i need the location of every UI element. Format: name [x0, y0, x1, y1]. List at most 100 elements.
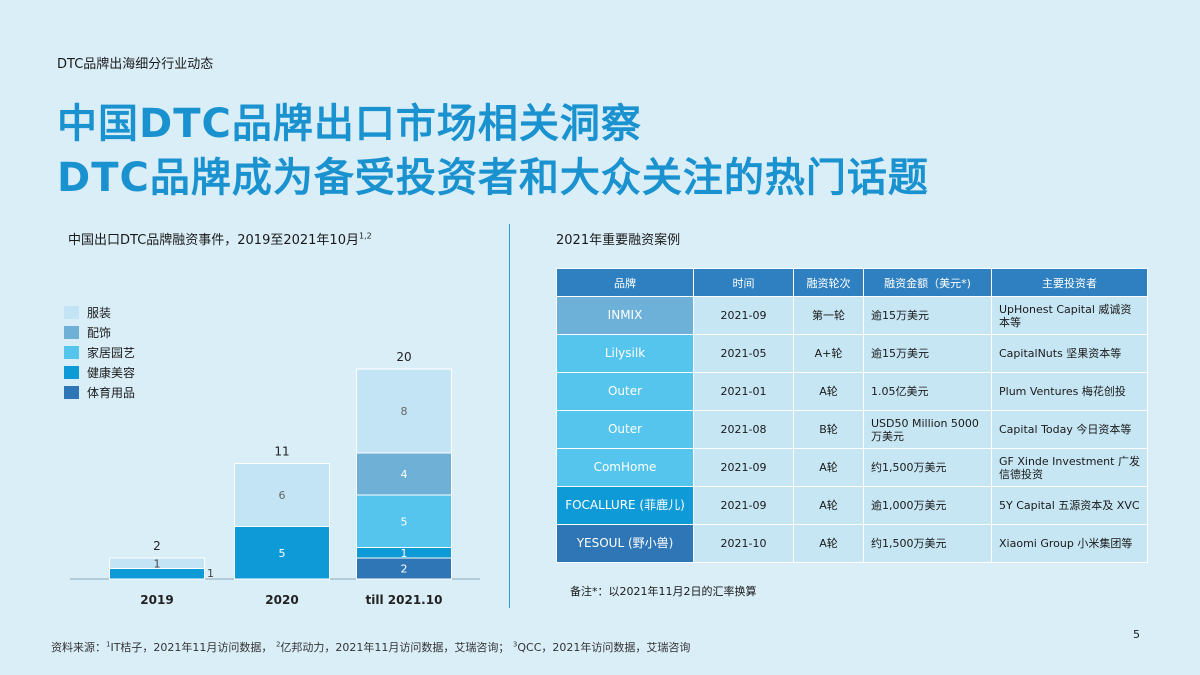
table-header-cell: 品牌 — [556, 268, 694, 297]
table-header-cell: 融资轮次 — [793, 268, 864, 297]
date-cell: 2021-09 — [693, 296, 794, 335]
table-header-cell: 主要投资者 — [991, 268, 1148, 297]
source-part-3: QCC，2021年访问数据，艾瑞咨询 — [517, 641, 691, 654]
page-number: 5 — [1133, 628, 1140, 641]
chart-title: 中国出口DTC品牌融资事件，2019至2021年10月1,2 — [68, 229, 372, 248]
x-tick-label: 2019 — [140, 593, 173, 607]
table-header-row: 品牌 时间 融资轮次 融资金额（美元*) 主要投资者 — [556, 268, 1148, 297]
round-cell: A轮 — [793, 372, 864, 411]
round-cell: 第一轮 — [793, 296, 864, 335]
date-cell: 2021-09 — [693, 448, 794, 487]
financing-cases-table: 品牌 时间 融资轮次 融资金额（美元*) 主要投资者 INMIX 2021-09 第一轮 逾1… — [556, 268, 1148, 563]
brand-cell: FOCALLURE (菲鹿儿) — [556, 486, 694, 525]
legend-item: 家居园艺 — [64, 342, 135, 362]
table-header-cell: 时间 — [693, 268, 794, 297]
source-footnote: 资料来源：1IT桔子，2021年11月访问数据， 2亿邦动力，2021年11月访… — [51, 639, 690, 655]
legend-label: 配饰 — [87, 325, 112, 340]
table-row: INMIX 2021-09 第一轮 逾15万美元 UpHonest Capital 威诚… — [556, 296, 1148, 335]
investor-cell: Xiaomi Group 小米集团等 — [991, 524, 1148, 563]
table-row: YESOUL (野小兽) 2021-10 A轮 约1,500万美元 Xiaomi Gro… — [556, 524, 1148, 563]
legend-swatch — [64, 385, 79, 399]
amount-cell: 1.05亿美元 — [863, 372, 992, 411]
section-kicker: DTC品牌出海细分行业动态 — [57, 57, 214, 72]
bar-value-label: 8 — [401, 405, 408, 418]
round-cell: A轮 — [793, 486, 864, 525]
bar-segment — [356, 494, 452, 548]
amount-cell: 逾1,000万美元 — [863, 486, 992, 525]
page-title-line-2: DTC品牌成为备受投资者和大众关注的热门话题 — [57, 155, 929, 201]
legend-label: 体育用品 — [87, 385, 136, 400]
amount-cell: 约1,500万美元 — [863, 524, 992, 563]
chart-title-footnote-marker: 1,2 — [358, 231, 372, 241]
brand-cell: INMIX — [556, 296, 694, 335]
investor-cell: GF Xinde Investment 广发信德投资 — [991, 448, 1148, 487]
bar-segment — [356, 452, 452, 496]
investor-cell: Plum Ventures 梅花创投 — [991, 372, 1148, 411]
bar-total-label: 20 — [396, 350, 411, 364]
date-cell: 2021-05 — [693, 334, 794, 373]
table-title: 2021年重要融资案例 — [556, 233, 681, 248]
table-header-cell: 融资金额（美元*) — [863, 268, 992, 297]
legend-item: 配饰 — [64, 322, 135, 342]
table-row: ComHome 2021-09 A轮 约1,500万美元 GF Xinde Invest… — [556, 448, 1148, 487]
investor-cell: CapitalNuts 坚果资本等 — [991, 334, 1148, 373]
bar-value-label: 1 — [207, 567, 214, 580]
brand-cell: YESOUL (野小兽) — [556, 524, 694, 563]
round-cell: A轮 — [793, 448, 864, 487]
table-body: INMIX 2021-09 第一轮 逾15万美元 UpHonest Capital 威诚… — [556, 296, 1148, 563]
source-sup-1: 1 — [106, 640, 111, 649]
source-part-1: IT桔子，2021年11月访问数据， — [110, 641, 273, 654]
bar-value-label: 4 — [401, 468, 408, 481]
bar-value-label: 1 — [154, 557, 161, 570]
legend-swatch — [64, 345, 79, 359]
bar-value-label: 2 — [401, 563, 408, 576]
investor-cell: Capital Today 今日资本等 — [991, 410, 1148, 449]
page-title-line-1: 中国DTC品牌出口市场相关洞察 — [57, 101, 642, 147]
legend-label: 健康美容 — [87, 365, 136, 380]
round-cell: B轮 — [793, 410, 864, 449]
bar-segment — [356, 368, 452, 454]
legend-label: 服装 — [87, 305, 112, 320]
bar-segment — [234, 526, 330, 580]
source-prefix: 资料来源： — [51, 641, 106, 654]
bar-total-label: 2 — [153, 539, 161, 553]
amount-cell: 约1,500万美元 — [863, 448, 992, 487]
bar-total-label: 11 — [274, 445, 289, 459]
bar-segment — [234, 463, 330, 527]
investor-cell: UpHonest Capital 威诚资本等 — [991, 296, 1148, 335]
source-part-2: 亿邦动力，2021年11月访问数据，艾瑞咨询； — [280, 641, 510, 654]
source-sup-3: 3 — [512, 640, 518, 649]
bar-segment — [109, 557, 205, 569]
bar-value-label: 5 — [401, 515, 408, 528]
round-cell: A轮 — [793, 524, 864, 563]
bar-value-label: 5 — [279, 547, 286, 560]
table-row: Lilysilk 2021-05 A+轮 逾15万美元 CapitalNuts 坚果资本… — [556, 334, 1148, 373]
bar-value-label: 1 — [401, 547, 408, 560]
amount-cell: 逾15万美元 — [863, 334, 992, 373]
section-divider — [509, 224, 510, 608]
date-cell: 2021-09 — [693, 486, 794, 525]
brand-cell: ComHome — [556, 448, 694, 487]
x-tick-label: 2020 — [265, 593, 298, 607]
legend-swatch — [64, 325, 79, 339]
legend-label: 家居园艺 — [87, 345, 136, 360]
table-row: Outer 2021-01 A轮 1.05亿美元 Plum Ventures 梅花创投 — [556, 372, 1148, 411]
date-cell: 2021-10 — [693, 524, 794, 563]
table-row: Outer 2021-08 B轮 USD50 Million 5000万美元 Capit… — [556, 410, 1148, 449]
x-tick-label: till 2021.10 — [366, 593, 443, 607]
bar-value-label: 6 — [279, 489, 286, 502]
legend-item: 健康美容 — [64, 362, 135, 382]
amount-cell: USD50 Million 5000万美元 — [863, 410, 992, 449]
date-cell: 2021-08 — [693, 410, 794, 449]
brand-cell: Lilysilk — [556, 334, 694, 373]
brand-cell: Outer — [556, 372, 694, 411]
chart-title-text: 中国出口DTC品牌融资事件，2019至2021年10月 — [68, 233, 359, 248]
chart-legend: 服装配饰家居园艺健康美容体育用品 — [64, 302, 135, 402]
legend-item: 服装 — [64, 302, 135, 322]
source-sup-2: 2 — [275, 640, 281, 649]
legend-swatch — [64, 365, 79, 379]
brand-cell: Outer — [556, 410, 694, 449]
legend-swatch — [64, 305, 79, 319]
legend-item: 体育用品 — [64, 382, 135, 402]
table-note: 备注*：以2021年11月2日的汇率换算 — [570, 585, 757, 598]
